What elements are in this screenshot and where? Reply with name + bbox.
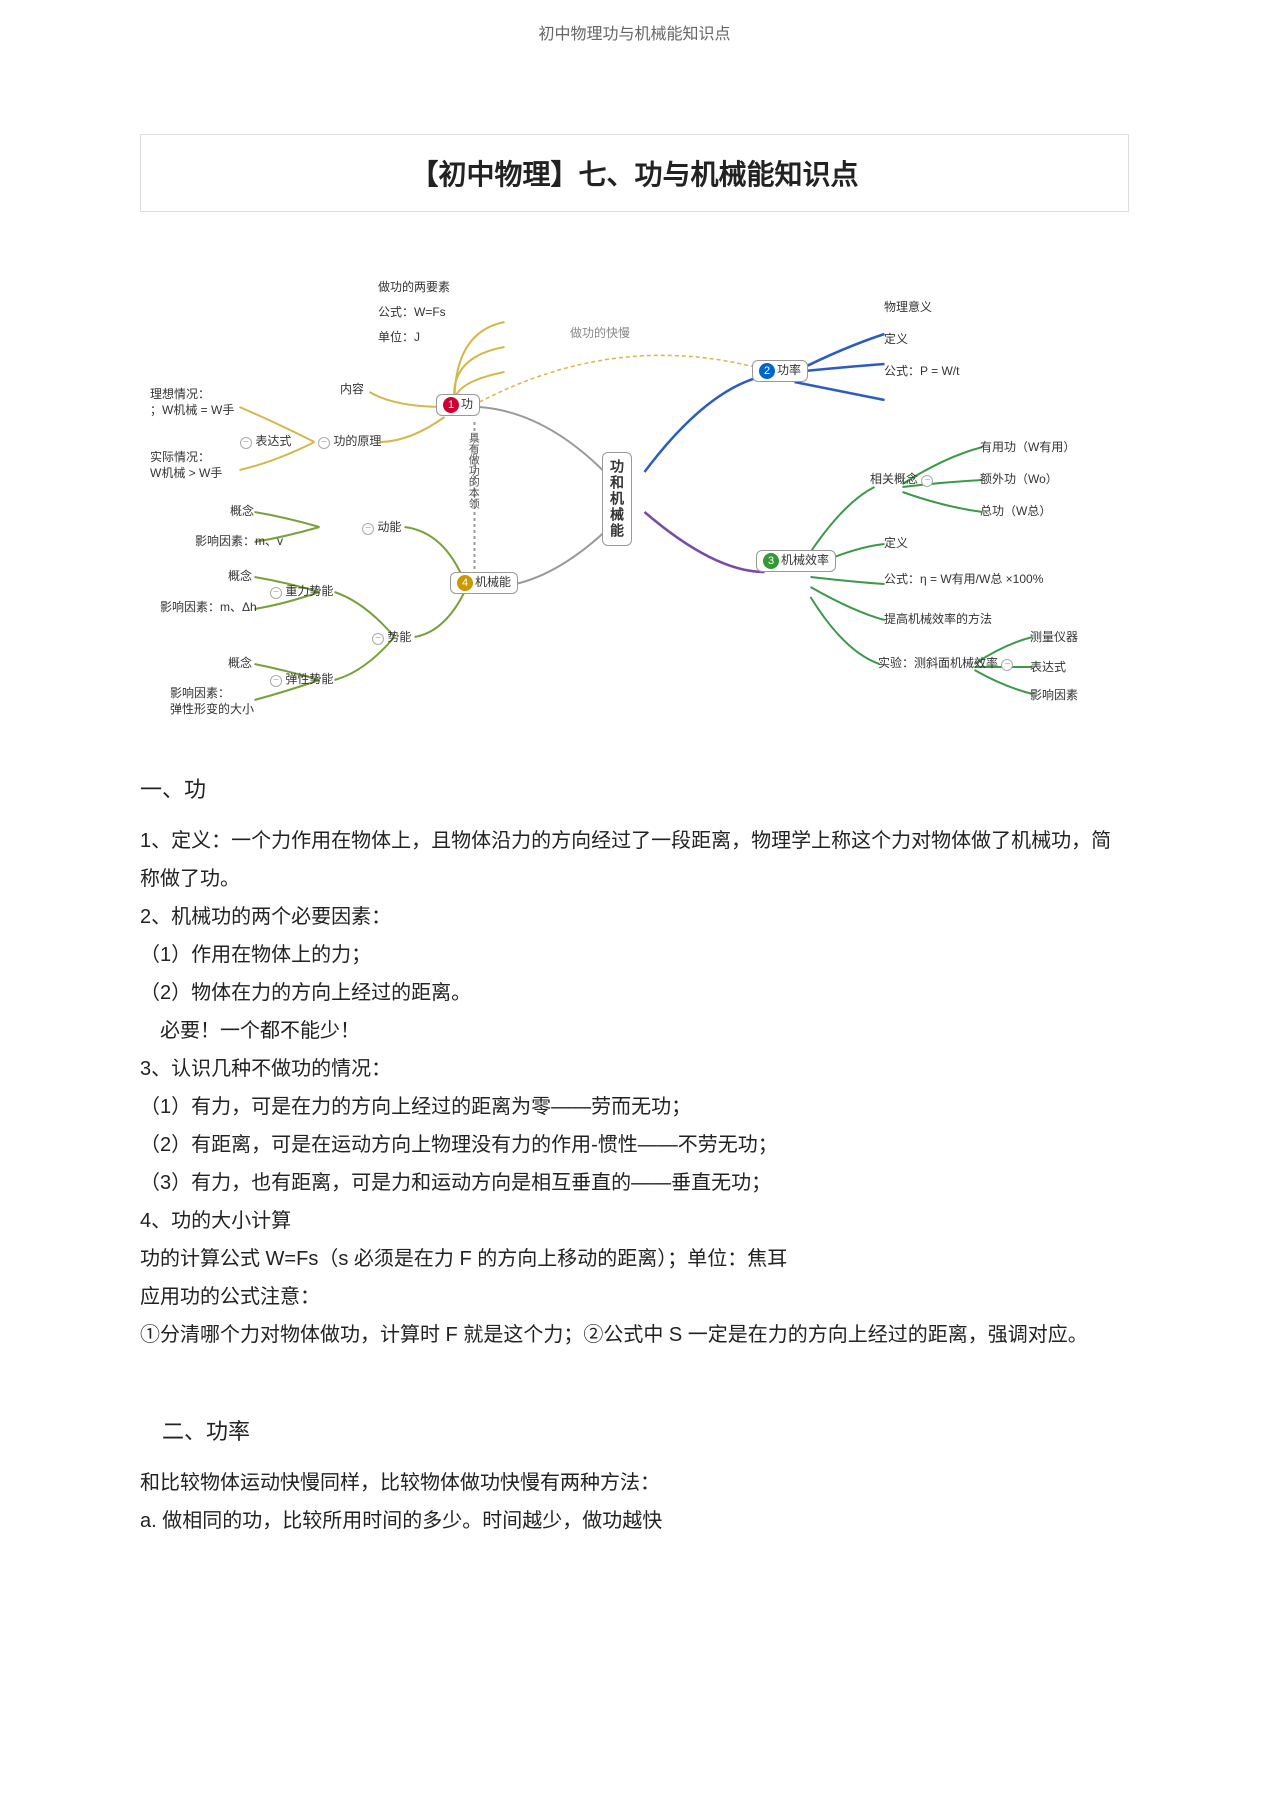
section1-heading: 一、功 <box>140 772 1129 804</box>
node-ideal: 理想情况： ；W机械 = W手 <box>150 387 234 418</box>
badge-2: 2 <box>759 363 775 379</box>
s1-p2a: （1）作用在物体上的力； <box>140 936 1129 974</box>
node-extra-work: 额外功（Wo） <box>980 472 1058 488</box>
node-grav-factors: 影响因素：m、Δh <box>160 600 257 616</box>
s1-p3: 3、认识几种不做功的情况： <box>140 1050 1129 1088</box>
node-formula-wfs: 公式：W=Fs <box>378 305 446 321</box>
document-content: 【初中物理】七、功与机械能知识点 <box>0 54 1269 1600</box>
node-power-formula: 公式：P = W/t <box>884 364 959 380</box>
node-content: 内容 <box>340 382 364 398</box>
section2-body: 和比较物体运动快慢同样，比较物体做功快慢有两种方法： a. 做相同的功，比较所用… <box>140 1464 1129 1540</box>
s1-p4b: 应用功的公式注意： <box>140 1278 1129 1316</box>
node-ke-concept: 概念 <box>230 504 254 520</box>
node-exp-factors: 影响因素 <box>1030 688 1078 704</box>
node-mech-energy-label: 机械能 <box>475 575 511 589</box>
node-ke-factors: 影响因素：m、v <box>195 534 283 550</box>
section2-heading: 二、功率 <box>140 1414 1129 1446</box>
node-mech-energy: 4机械能 <box>450 572 518 594</box>
node-power-label: 功率 <box>777 363 801 377</box>
node-eff-def: 定义 <box>884 536 908 552</box>
s1-p3c: （3）有力，也有距离，可是力和运动方向是相互垂直的——垂直无功； <box>140 1164 1129 1202</box>
node-unit-j: 单位：J <box>378 330 420 346</box>
node-principle: − 功的原理 <box>318 434 381 450</box>
document-title: 【初中物理】七、功与机械能知识点 <box>140 134 1129 212</box>
node-expression: − 表达式 <box>240 434 291 450</box>
s1-p3a: （1）有力，可是在力的方向上经过的距离为零——劳而无功； <box>140 1088 1129 1126</box>
node-related-concepts: 相关概念 − <box>870 472 933 488</box>
badge-3: 3 <box>763 553 779 569</box>
s1-p4a: 功的计算公式 W=Fs（s 必须是在力 F 的方向上移动的距离）；单位：焦耳 <box>140 1240 1129 1278</box>
node-potential: − 势能 <box>372 630 411 646</box>
s2-p2: a. 做相同的功，比较所用时间的多少。时间越少，做功越快 <box>140 1502 1129 1540</box>
node-elastic-factors: 影响因素： 弹性形变的大小 <box>170 686 254 717</box>
s1-p2b: （2）物体在力的方向上经过的距离。 <box>140 974 1129 1012</box>
node-power: 2功率 <box>752 360 808 382</box>
node-power-def: 定义 <box>884 332 908 348</box>
node-work-label: 功 <box>461 397 473 411</box>
node-real: 实际情况： W机械 > W手 <box>150 450 222 481</box>
section1-body: 1、定义：一个力作用在物体上，且物体沿力的方向经过了一段距离，物理学上称这个力对… <box>140 822 1129 1354</box>
s2-p1: 和比较物体运动快慢同样，比较物体做功快慢有两种方法： <box>140 1464 1129 1502</box>
s1-p4c: ①分清哪个力对物体做功，计算时 F 就是这个力；②公式中 S 一定是在力的方向上… <box>140 1316 1129 1354</box>
node-useful-work: 有用功（W有用） <box>980 440 1075 456</box>
node-experiment: 实验：测斜面机械效率 − <box>878 656 1013 672</box>
node-kinetic: − 动能 <box>362 520 401 536</box>
node-eff-formula: 公式：η = W有用/W总 ×100% <box>884 572 1043 588</box>
mindmap-diagram: 功和机械能 1功 做功的两要素 公式：W=Fs 单位：J 内容 − 功的原理 −… <box>140 272 1129 732</box>
page-header: 初中物理功与机械能知识点 <box>0 0 1269 54</box>
s1-p2: 2、机械功的两个必要因素： <box>140 898 1129 936</box>
node-elastic-pe: − 弹性势能 <box>270 672 333 688</box>
mindmap-center: 功和机械能 <box>602 452 632 546</box>
node-exp-expr: 表达式 <box>1030 660 1066 676</box>
node-exp-instrument: 测量仪器 <box>1030 630 1078 646</box>
node-grav-pe: − 重力势能 <box>270 584 333 600</box>
s1-p2c: 必要！一个都不能少！ <box>140 1012 1129 1050</box>
s1-p3b: （2）有距离，可是在运动方向上物理没有力的作用-惯性——不劳无功； <box>140 1126 1129 1164</box>
node-eff-improve: 提高机械效率的方法 <box>884 612 992 628</box>
link-work-speed: 做功的快慢 <box>570 326 630 342</box>
s1-p4: 4、功的大小计算 <box>140 1202 1129 1240</box>
node-grav-concept: 概念 <box>228 569 252 585</box>
node-efficiency-label: 机械效率 <box>781 553 829 567</box>
node-elastic-concept: 概念 <box>228 656 252 672</box>
badge-1: 1 <box>443 397 459 413</box>
node-two-elements: 做功的两要素 <box>378 280 450 296</box>
node-work: 1功 <box>436 394 480 416</box>
node-power-meaning: 物理意义 <box>884 300 932 316</box>
s1-p1: 1、定义：一个力作用在物体上，且物体沿力的方向经过了一段距离，物理学上称这个力对… <box>140 822 1129 898</box>
node-ability: 具有做功的本领 <box>466 432 480 509</box>
node-efficiency: 3机械效率 <box>756 550 836 572</box>
node-total-work: 总功（W总） <box>980 504 1051 520</box>
